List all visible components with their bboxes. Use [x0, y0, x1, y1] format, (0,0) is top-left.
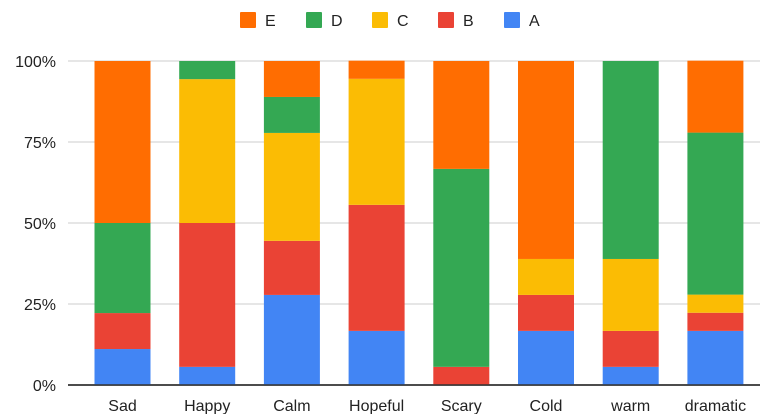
x-tick-label: Scary: [441, 398, 482, 414]
legend-label: B: [463, 13, 474, 30]
bar-segment-a: [602, 366, 659, 385]
bar-segment-b: [94, 313, 151, 350]
bar-segment-e: [433, 61, 490, 169]
y-tick-label: 100%: [15, 54, 56, 71]
bar-segment-a: [687, 330, 744, 385]
legend-swatch: [438, 12, 454, 28]
legend-item-a: A: [504, 12, 540, 30]
bar-stack-happy: [179, 61, 236, 385]
y-tick-label: 50%: [24, 216, 56, 233]
legend-swatch: [306, 12, 322, 28]
bar-segment-d: [94, 223, 151, 314]
legend-item-d: D: [306, 12, 343, 30]
legend-label: D: [331, 13, 343, 30]
bar-stack-sad: [94, 61, 151, 385]
bar-segment-d: [179, 61, 236, 80]
bar-segment-e: [687, 60, 744, 133]
bar-segment-e: [518, 61, 574, 259]
bar-segment-a: [179, 366, 236, 385]
bar-segment-d: [263, 96, 320, 133]
bar-segment-b: [179, 223, 236, 367]
legend-item-b: B: [438, 12, 474, 30]
bar-segment-e: [348, 60, 405, 79]
bar-stack-warm: [602, 61, 659, 385]
bar-segment-d: [433, 168, 490, 367]
bar-stack-dramatic: [687, 60, 744, 385]
legend-label: A: [529, 13, 540, 30]
bar-segment-c: [348, 78, 405, 205]
bar-segment-b: [263, 240, 320, 295]
legend-item-e: E: [240, 12, 276, 30]
x-axis: Sad Happy Calm Hopeful Scary Cold warm dramatic: [108, 398, 746, 414]
x-tick-label: Sad: [108, 398, 136, 414]
bar-segment-b: [433, 366, 490, 385]
bar-segment-e: [263, 61, 320, 97]
x-tick-label: Hopeful: [349, 398, 404, 414]
y-tick-label: 25%: [24, 297, 56, 314]
bar-segment-c: [687, 294, 744, 313]
bar-segment-b: [348, 204, 405, 331]
legend-swatch: [372, 12, 388, 28]
bar-segment-c: [179, 79, 236, 223]
x-tick-label: Happy: [184, 398, 230, 414]
bar-segment-d: [602, 61, 659, 259]
bar-segment-c: [518, 258, 574, 295]
y-tick-label: 75%: [24, 135, 56, 152]
y-tick-label: 0%: [33, 378, 56, 395]
x-tick-label: dramatic: [685, 398, 746, 414]
bar-segment-c: [263, 132, 320, 241]
x-tick-label: warm: [610, 398, 650, 414]
x-tick-label: Calm: [273, 398, 310, 414]
bar-segment-a: [94, 349, 151, 385]
bar-segment-c: [602, 258, 659, 331]
legend-label: C: [397, 13, 409, 30]
bar-segment-a: [518, 330, 574, 385]
bar-segment-a: [348, 330, 405, 385]
bars: [68, 60, 760, 386]
bar-segment-e: [94, 61, 151, 223]
legend-label: E: [265, 13, 276, 30]
legend-swatch: [504, 12, 520, 28]
legend-swatch: [240, 12, 256, 28]
bar-segment-b: [687, 312, 744, 331]
bar-segment-b: [518, 294, 574, 331]
bar-segment-a: [263, 294, 320, 385]
bar-segment-d: [687, 132, 744, 295]
bar-stack-cold: [518, 61, 574, 385]
x-tick-label: Cold: [530, 398, 563, 414]
legend-item-c: C: [372, 12, 409, 30]
bar-segment-b: [602, 330, 659, 367]
y-axis: 0% 25% 50% 75% 100%: [15, 54, 56, 395]
bar-stack-hopeful: [348, 60, 405, 385]
bar-stack-calm: [263, 61, 320, 385]
bar-stack-scary: [433, 61, 490, 385]
